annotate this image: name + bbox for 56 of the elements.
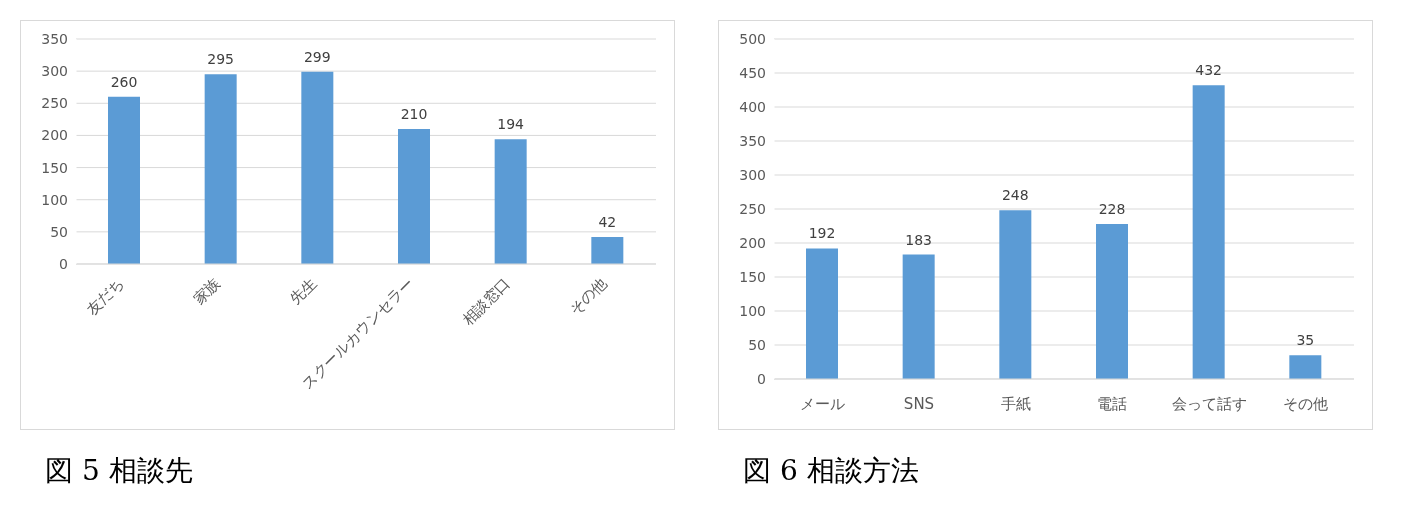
y-tick-label: 250 [739,200,766,217]
bar [204,74,237,264]
data-label: 183 [905,231,933,248]
x-tick-label: 電話 [1097,395,1128,413]
bar [398,129,430,264]
bar [999,210,1032,379]
bar [902,254,935,379]
y-tick-label: 350 [41,30,68,47]
data-label: 299 [303,48,331,65]
bar [806,248,838,379]
bar [108,96,140,264]
x-tick-label: 友だち [82,274,128,319]
bar [494,139,527,264]
y-tick-label: 250 [41,95,68,112]
x-tick-label: 手紙 [1000,395,1031,413]
y-tick-label: 100 [41,191,68,208]
x-tick-label: 会って話す [1171,395,1247,413]
data-label: 228 [1098,200,1126,217]
y-tick-label: 0 [757,370,766,387]
y-tick-label: 300 [41,63,68,80]
y-tick-label: 400 [739,98,766,115]
text: 図 5 相談先 [45,453,194,489]
data-label: 35 [1296,332,1315,349]
y-tick-label: 200 [739,234,766,251]
x-tick-label: メール [799,395,845,413]
data-label: 210 [400,106,428,122]
y-tick-label: 150 [739,268,766,285]
bar [1192,85,1225,379]
data-label: 432 [1195,62,1223,79]
data-label: 194 [497,116,525,133]
x-tick-label: その他 [565,274,611,319]
bar [1289,355,1322,379]
bar [1096,223,1128,379]
bar [301,71,334,264]
x-tick-label: その他 [1283,395,1329,413]
y-tick-label: 100 [739,302,766,319]
y-tick-label: 350 [739,132,766,149]
x-tick-label: 相談窓口 [458,274,514,330]
bar [591,237,624,264]
text: 図 6 相談方法 [743,453,920,489]
y-tick-label: 50 [50,223,68,240]
data-label: 295 [207,51,235,68]
data-label: 42 [598,214,617,230]
y-tick-label: 500 [739,30,766,47]
y-tick-label: 150 [41,159,68,176]
y-tick-label: 0 [59,255,68,272]
y-tick-label: 300 [739,166,766,183]
x-tick-label: 先生 [286,274,321,309]
y-tick-label: 450 [739,64,766,81]
data-label: 260 [110,73,138,90]
y-tick-label: 200 [41,127,68,144]
data-label: 248 [1001,187,1029,204]
x-tick-label: 家族 [189,274,224,309]
x-tick-label: SNS [903,395,935,413]
y-tick-label: 50 [748,336,766,353]
data-label: 192 [808,225,836,242]
